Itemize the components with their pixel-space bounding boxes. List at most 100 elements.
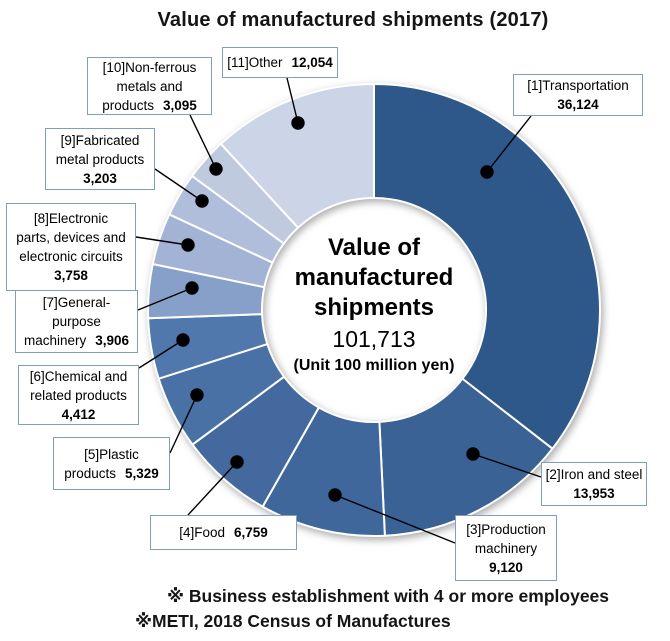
callout-value: 5,329 bbox=[124, 465, 159, 481]
leader-dot-other bbox=[291, 116, 305, 130]
callout-text-line: [10]Non-ferrous bbox=[90, 58, 209, 77]
leader-iron-and-steel bbox=[472, 453, 542, 478]
callout-category-text: products bbox=[102, 97, 154, 113]
callout-value: 3,906 bbox=[95, 333, 130, 348]
leader-dot-plastic-products bbox=[190, 388, 204, 402]
callout-transportation: [1]Transportation 36,124 bbox=[513, 74, 643, 116]
segment-transportation bbox=[373, 83, 601, 450]
footnote-source: ※METI, 2018 Census of Manufactures bbox=[135, 611, 451, 631]
callout-text-line: [4]Food 6,759 bbox=[153, 523, 294, 542]
callout-food: [4]Food 6,759 bbox=[150, 515, 297, 550]
callout-text-line: related products bbox=[21, 386, 136, 405]
callout-text-line: [8]Electronic bbox=[9, 209, 133, 228]
callout-text-line: metals and bbox=[90, 77, 209, 96]
callout-other: [11]Other 12,054 bbox=[222, 47, 338, 78]
callout-category-text: [11]Other bbox=[227, 55, 283, 70]
chart-title: Value of manufactured shipments (2017) bbox=[157, 9, 549, 31]
callout-text-line: machinery bbox=[458, 539, 554, 558]
callout-text-line: 4,412 bbox=[21, 405, 136, 424]
callout-text-line: 3,758 bbox=[9, 266, 133, 285]
leader-dot-transportation bbox=[480, 165, 494, 179]
callout-text-line: 9,120 bbox=[458, 558, 554, 577]
callout-text-line: [1]Transportation bbox=[516, 76, 640, 95]
callout-category-text: related products bbox=[30, 387, 127, 403]
callout-general-purpose-machinery: [7]General-purpose machinery 3,906 bbox=[15, 290, 138, 353]
callout-text-line: [3]Production bbox=[458, 520, 554, 539]
callout-category-text: [9]Fabricated bbox=[60, 132, 140, 148]
leader-dot-non-ferrous-metals-and-products bbox=[209, 162, 223, 176]
callout-production-machinery: [3]Production machinery 9,120 bbox=[455, 515, 557, 581]
callout-text-line: [2]Iron and steel bbox=[544, 465, 644, 484]
callout-category-text: [1]Transportation bbox=[527, 78, 629, 93]
callout-text-line: [6]Chemical and bbox=[21, 367, 136, 386]
leader-food bbox=[187, 461, 238, 516]
callout-value: 4,412 bbox=[61, 406, 96, 422]
leader-fabricated-metal-products bbox=[154, 168, 203, 202]
leader-production-machinery bbox=[334, 494, 456, 544]
callout-text-line: [9]Fabricated bbox=[48, 131, 152, 150]
callout-text-line: 3,203 bbox=[48, 169, 152, 188]
callout-value: 3,203 bbox=[83, 170, 117, 186]
segment-iron-and-steel bbox=[378, 377, 554, 537]
callout-category-text: [6]Chemical and bbox=[29, 368, 128, 384]
leader-dot-fabricated-metal-products bbox=[195, 194, 209, 208]
callout-category-text: [8]Electronic bbox=[33, 211, 109, 226]
callout-text-line: products 5,329 bbox=[56, 464, 167, 483]
callout-fabricated-metal-products: [9]Fabricated metal products 3,203 bbox=[45, 128, 155, 190]
callout-text-line: electronic circuits bbox=[9, 247, 133, 266]
donut-ring bbox=[147, 83, 601, 538]
callout-category-text: [4]Food bbox=[179, 525, 225, 540]
leader-general-purpose-machinery bbox=[137, 287, 193, 311]
callout-text-line: [7]General- bbox=[18, 293, 135, 312]
callout-text-line: parts, devices and bbox=[9, 228, 133, 247]
callout-plastic-products: [5]Plastic products 5,329 bbox=[53, 437, 170, 490]
callout-category-text: [7]General- bbox=[42, 295, 111, 310]
callout-category-text: metals and bbox=[116, 78, 183, 94]
callout-value: 13,953 bbox=[573, 486, 615, 501]
callout-category-text: machinery bbox=[474, 540, 538, 556]
callout-category-text: products bbox=[64, 465, 116, 481]
callout-value: 6,759 bbox=[233, 525, 268, 540]
callout-category-text: electronic circuits bbox=[19, 249, 123, 264]
callout-text-line: [5]Plastic bbox=[56, 445, 167, 464]
leader-dot-electronic-parts-devices-and-electronic-circuits bbox=[181, 238, 195, 252]
segment-other bbox=[219, 83, 375, 229]
callout-category-text: [10]Non-ferrous bbox=[102, 59, 197, 75]
callout-category-text: parts, devices and bbox=[16, 230, 126, 245]
callout-chemical-and-related-products: [6]Chemical and related products 4,412 bbox=[18, 365, 139, 425]
callout-value: 9,120 bbox=[489, 559, 523, 575]
leader-transportation bbox=[486, 115, 532, 173]
callout-text-line: metal products bbox=[48, 150, 152, 169]
center-title-line2: manufactured bbox=[294, 264, 454, 291]
center-title-line3: shipments bbox=[313, 294, 435, 321]
callout-value: 3,095 bbox=[162, 97, 197, 113]
callout-category-text: [3]Production bbox=[466, 521, 546, 537]
callout-text-line: [11]Other 12,054 bbox=[225, 53, 335, 72]
leader-dot-production-machinery bbox=[328, 488, 342, 502]
donut-center-label: Value of manufactured shipments 101,713 … bbox=[246, 233, 502, 376]
callout-category-text: machinery bbox=[23, 333, 87, 348]
leader-plastic-products bbox=[169, 394, 198, 454]
callout-category-text: [5]Plastic bbox=[84, 446, 139, 462]
leader-lines bbox=[135, 77, 542, 544]
callout-text-line: products 3,095 bbox=[90, 96, 209, 115]
callout-value: 3,758 bbox=[54, 268, 88, 283]
callout-value: 12,054 bbox=[291, 55, 333, 70]
center-total-value: 101,713 bbox=[332, 326, 416, 352]
callout-category-text: purpose bbox=[52, 314, 101, 329]
leader-chemical-and-related-products bbox=[138, 339, 184, 369]
leader-dot-chemical-and-related-products bbox=[176, 333, 190, 347]
leader-dot-iron-and-steel bbox=[466, 447, 480, 461]
leader-other bbox=[286, 77, 299, 124]
leader-dot-food bbox=[230, 455, 244, 469]
callout-electronic-parts-devices-and-electronic-circuits: [8]Electronic parts, devices and electroni… bbox=[6, 203, 136, 291]
leader-dot-general-purpose-machinery bbox=[185, 281, 199, 295]
leader-electronic-parts-devices-and-electronic-circuits bbox=[135, 236, 189, 246]
callout-text-line: machinery 3,906 bbox=[18, 331, 135, 350]
callout-non-ferrous-metals-and-products: [10]Non-ferrous metals and products 3,095 bbox=[87, 57, 212, 115]
leader-non-ferrous-metals-and-products bbox=[189, 114, 217, 170]
callout-text-line: 36,124 bbox=[516, 95, 640, 114]
callout-iron-and-steel: [2]Iron and steel 13,953 bbox=[541, 462, 647, 506]
